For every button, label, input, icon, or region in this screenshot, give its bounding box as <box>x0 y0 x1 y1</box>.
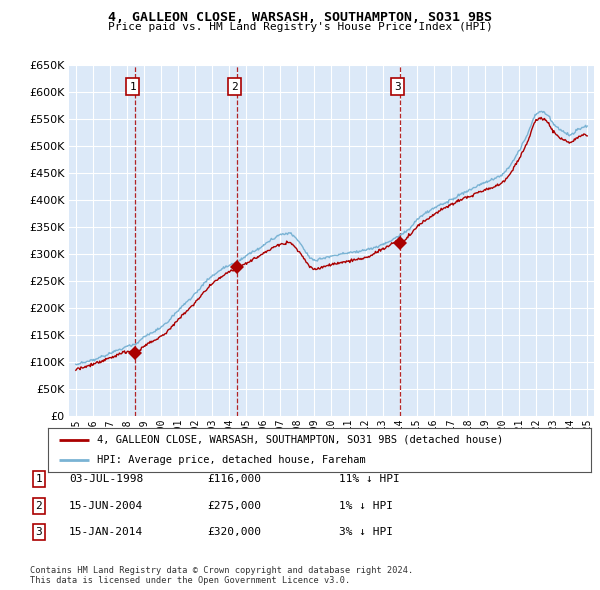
Text: 11% ↓ HPI: 11% ↓ HPI <box>339 474 400 484</box>
Text: 15-JAN-2014: 15-JAN-2014 <box>69 527 143 537</box>
Text: 3: 3 <box>394 81 401 91</box>
Text: Contains HM Land Registry data © Crown copyright and database right 2024.
This d: Contains HM Land Registry data © Crown c… <box>30 566 413 585</box>
Text: 2: 2 <box>35 501 43 510</box>
Text: 03-JUL-1998: 03-JUL-1998 <box>69 474 143 484</box>
Text: 3% ↓ HPI: 3% ↓ HPI <box>339 527 393 537</box>
Text: Price paid vs. HM Land Registry's House Price Index (HPI): Price paid vs. HM Land Registry's House … <box>107 22 493 32</box>
Text: £275,000: £275,000 <box>207 501 261 510</box>
Text: HPI: Average price, detached house, Fareham: HPI: Average price, detached house, Fare… <box>97 455 365 465</box>
Text: 4, GALLEON CLOSE, WARSASH, SOUTHAMPTON, SO31 9BS: 4, GALLEON CLOSE, WARSASH, SOUTHAMPTON, … <box>108 11 492 24</box>
Text: 4, GALLEON CLOSE, WARSASH, SOUTHAMPTON, SO31 9BS (detached house): 4, GALLEON CLOSE, WARSASH, SOUTHAMPTON, … <box>97 435 503 445</box>
Text: 1% ↓ HPI: 1% ↓ HPI <box>339 501 393 510</box>
Text: 15-JUN-2004: 15-JUN-2004 <box>69 501 143 510</box>
Text: 2: 2 <box>231 81 238 91</box>
Text: 1: 1 <box>130 81 136 91</box>
Text: 1: 1 <box>35 474 43 484</box>
Text: £116,000: £116,000 <box>207 474 261 484</box>
Text: 3: 3 <box>35 527 43 537</box>
Text: £320,000: £320,000 <box>207 527 261 537</box>
